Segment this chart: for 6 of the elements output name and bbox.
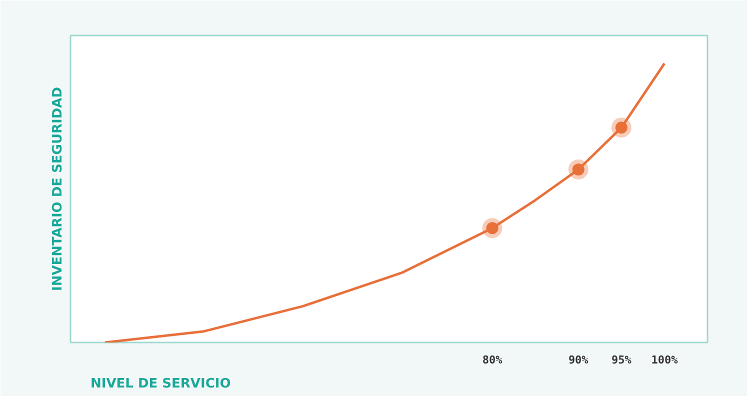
x-tick-label: 95% — [611, 354, 632, 366]
x-tick-label: 90% — [568, 354, 589, 366]
x-tick-label: 80% — [482, 354, 503, 366]
y-axis-title: INVENTARIO DE SEGURIDAD — [50, 86, 66, 292]
x-axis-title: NIVEL DE SERVICIO — [90, 376, 231, 392]
x-tick-label: 100% — [651, 354, 678, 366]
